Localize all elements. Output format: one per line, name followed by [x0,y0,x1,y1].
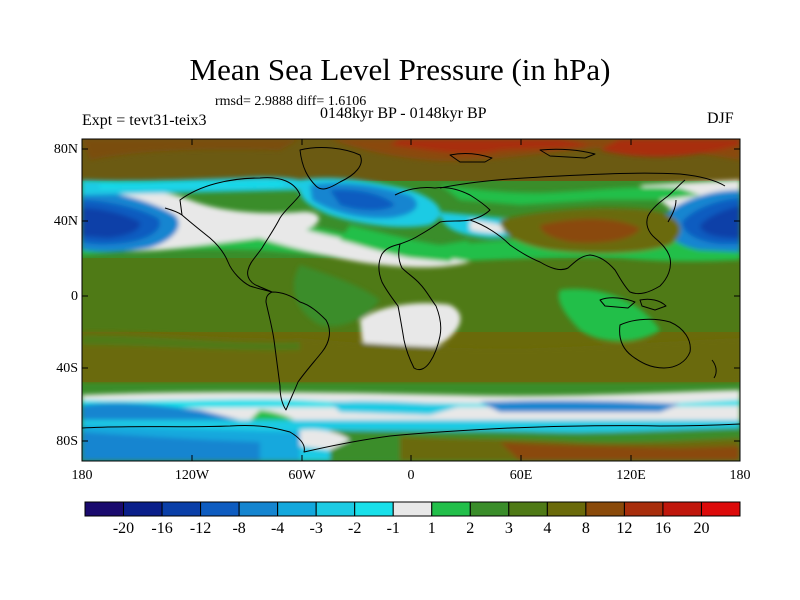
colorbar-swatch [508,501,548,517]
colorbar-swatch [431,501,471,517]
colorbar-swatch [469,501,510,517]
colorbar-swatch [315,501,356,517]
colorbar-label: -8 [232,520,246,537]
colorbar-label: 8 [581,520,590,537]
x-tick-label-0: 0 [407,468,415,483]
period-subtitle: 0148kyr BP - 0148kyr BP [320,105,487,122]
colorbar-label: -12 [189,520,212,537]
colorbar-swatch [161,501,202,517]
colorbar-swatch [84,501,125,517]
x-tick-label-180e: 180 [729,468,751,483]
colorbar-swatch [354,501,394,517]
map-title: Mean Sea Level Pressure (in hPa) [189,52,611,87]
colorbar-swatch [546,501,587,517]
colorbar-swatch [238,501,279,517]
colorbar-label: 20 [693,520,710,537]
pressure-field [82,139,740,461]
colorbar-label: -20 [112,520,135,537]
colorbar-swatch [585,501,625,517]
colorbar-label: -1 [386,520,400,537]
x-tick-label-60w: 60W [288,468,316,483]
colorbar-label: -3 [309,520,323,537]
experiment-label: Expt = tevt31-teix3 [82,112,207,129]
y-tick-label-80s: 80S [56,434,78,449]
x-tick-label-60e: 60E [509,468,533,483]
map-frame [81,138,741,462]
colorbar-label: 4 [543,520,552,537]
y-tick-label-40n: 40N [53,214,78,229]
colorbar-label: -4 [270,520,285,537]
colorbar-swatch [200,501,240,517]
colorbar-label: 16 [654,520,671,537]
axis-ticks [82,139,740,461]
colorbar-swatch [700,501,741,517]
y-tick-label-40s: 40S [56,361,78,376]
colorbar-label: -2 [348,520,362,537]
x-tick-label-120w: 120W [174,468,210,483]
colorbar [84,501,741,517]
coastlines [82,147,740,453]
colorbar-label: 12 [616,520,633,537]
colorbar-swatch [392,501,433,517]
colorbar-label: 3 [504,520,513,537]
colorbar-swatch [277,501,317,517]
colorbar-label: 1 [427,520,436,537]
colorbar-swatch [123,501,163,517]
colorbar-swatch [623,501,664,517]
x-tick-label-180w: 180 [71,468,93,483]
y-tick-label-eq: 0 [71,289,78,304]
x-tick-label-120e: 120E [616,468,646,483]
season-label: DJF [707,110,734,127]
colorbar-swatch [662,501,702,517]
colorbar-label: 2 [466,520,475,537]
y-tick-label-80n: 80N [53,142,78,157]
colorbar-label: -16 [151,520,173,537]
stats-line: rmsd= 2.9888 diff= 1.6106 [215,94,367,109]
